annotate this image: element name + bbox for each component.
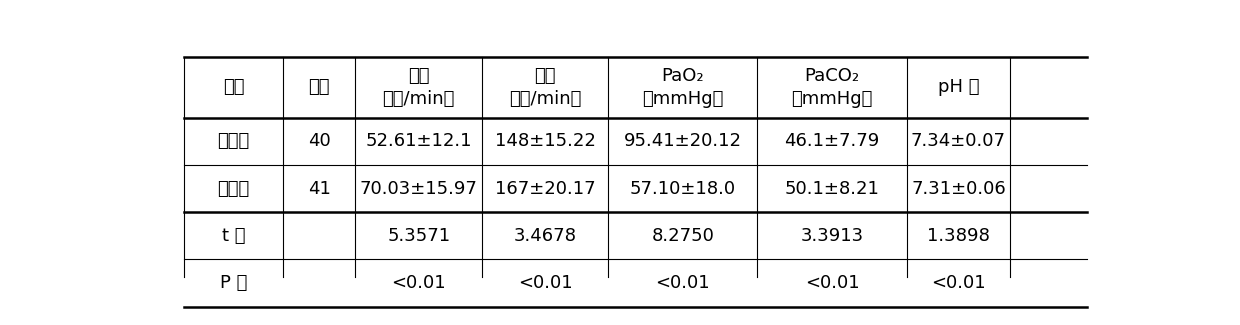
Text: <0.01: <0.01 xyxy=(805,274,859,292)
Text: <0.01: <0.01 xyxy=(931,274,986,292)
Text: 41: 41 xyxy=(308,180,331,198)
Text: 46.1±7.79: 46.1±7.79 xyxy=(785,133,879,150)
Text: <0.01: <0.01 xyxy=(656,274,711,292)
Text: 呼吸
（次/min）: 呼吸 （次/min） xyxy=(382,67,455,108)
Text: 心率
（次/min）: 心率 （次/min） xyxy=(508,67,582,108)
Text: 148±15.22: 148±15.22 xyxy=(495,133,595,150)
Text: P 值: P 值 xyxy=(219,274,247,292)
Text: 3.3913: 3.3913 xyxy=(800,227,863,245)
Text: 8.2750: 8.2750 xyxy=(651,227,714,245)
Text: 7.31±0.06: 7.31±0.06 xyxy=(911,180,1006,198)
Text: t 值: t 值 xyxy=(222,227,246,245)
Text: 对照组: 对照组 xyxy=(217,180,249,198)
Text: PaCO₂
（mmHg）: PaCO₂ （mmHg） xyxy=(791,67,873,108)
Text: 95.41±20.12: 95.41±20.12 xyxy=(624,133,742,150)
Text: PaO₂
（mmHg）: PaO₂ （mmHg） xyxy=(642,67,724,108)
Text: 5.3571: 5.3571 xyxy=(387,227,450,245)
Text: 70.03±15.97: 70.03±15.97 xyxy=(360,180,477,198)
Text: 组别: 组别 xyxy=(223,78,244,96)
Text: 167±20.17: 167±20.17 xyxy=(495,180,595,198)
Text: <0.01: <0.01 xyxy=(392,274,446,292)
Text: pH 值: pH 值 xyxy=(937,78,980,96)
Text: 50.1±8.21: 50.1±8.21 xyxy=(785,180,879,198)
Text: <0.01: <0.01 xyxy=(518,274,573,292)
Text: 52.61±12.1: 52.61±12.1 xyxy=(366,133,472,150)
Text: 57.10±18.0: 57.10±18.0 xyxy=(630,180,737,198)
Text: 40: 40 xyxy=(308,133,331,150)
Text: 3.4678: 3.4678 xyxy=(513,227,577,245)
Text: 例数: 例数 xyxy=(309,78,330,96)
Text: 1.3898: 1.3898 xyxy=(928,227,990,245)
Text: 治疗组: 治疗组 xyxy=(217,133,249,150)
Text: 7.34±0.07: 7.34±0.07 xyxy=(911,133,1006,150)
